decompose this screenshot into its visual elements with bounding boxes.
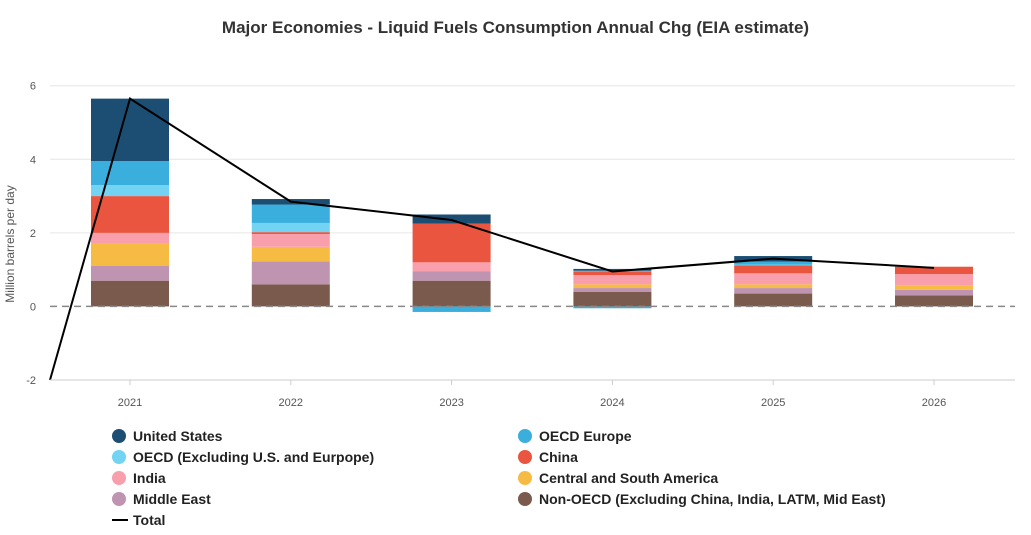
bar-segment — [573, 291, 652, 307]
bar-segment — [734, 265, 813, 274]
bar-segment — [251, 233, 330, 247]
bar-segment — [895, 289, 973, 296]
legend-swatch — [112, 471, 126, 485]
bar-segment — [91, 161, 169, 186]
bar-segment — [251, 246, 330, 262]
legend-label: OECD (Excluding U.S. and Eurpope) — [133, 449, 375, 465]
x-tick-label: 2021 — [118, 397, 142, 409]
legend-item[interactable]: Middle East — [112, 491, 211, 507]
bar-stacks — [91, 98, 973, 312]
bar-segment — [251, 284, 330, 307]
legend-swatch — [112, 450, 126, 464]
bar-segment — [573, 284, 652, 289]
bar-segment — [251, 261, 330, 285]
bar-segment — [895, 285, 973, 290]
bar-segment — [734, 273, 813, 285]
legend-item-total[interactable]: Total — [112, 512, 165, 528]
y-tick-label: 0 — [30, 301, 36, 313]
bar-segment — [91, 196, 169, 233]
bar-segment — [412, 280, 491, 307]
bar-segment — [412, 223, 491, 263]
bar-segment — [91, 265, 169, 281]
bar-segment — [412, 262, 491, 272]
legend-item[interactable]: India — [112, 470, 166, 486]
legend-swatch — [518, 450, 532, 464]
axes: -2 0 2 4 6 2021 2022 2023 2024 2025 2026 — [26, 81, 1015, 409]
bar-segment — [734, 261, 813, 265]
legend-item[interactable]: Non-OECD (Excluding China, India, LATM, … — [518, 491, 886, 507]
legend-label: OECD Europe — [539, 428, 632, 444]
y-tick-label: 2 — [30, 228, 36, 240]
bar-segment — [91, 232, 169, 244]
legend-item[interactable]: Central and South America — [518, 470, 718, 486]
bar-segment — [734, 264, 813, 266]
total-line-layer — [49, 97, 935, 381]
legend-item[interactable]: United States — [112, 428, 222, 444]
bar-segment — [895, 274, 973, 286]
bar-segment — [251, 204, 330, 223]
bar-segment — [734, 284, 813, 289]
legend-swatch — [112, 492, 126, 506]
legend-swatch — [518, 429, 532, 443]
bar-segment — [573, 275, 652, 285]
y-tick-label: -2 — [26, 375, 36, 387]
y-tick-label: 6 — [30, 81, 36, 93]
x-tick-label: 2025 — [761, 397, 785, 409]
legend-item[interactable]: China — [518, 449, 578, 465]
legend-label: Middle East — [133, 491, 211, 507]
legend-swatch — [518, 492, 532, 506]
bar-segment — [895, 295, 973, 307]
bar-segment — [91, 280, 169, 307]
y-axis-label: Million barrels per day — [3, 185, 17, 302]
bar-segment — [734, 293, 813, 307]
x-tick-label: 2022 — [279, 397, 303, 409]
y-tick-label: 4 — [30, 154, 36, 166]
legend-item[interactable]: OECD (Excluding U.S. and Eurpope) — [112, 449, 374, 465]
legend-label: Central and South America — [539, 470, 719, 486]
bar-segment — [734, 288, 813, 294]
legend-label: Non-OECD (Excluding China, India, LATM, … — [539, 491, 886, 507]
bar-segment — [895, 266, 973, 275]
bar-segment — [91, 243, 169, 266]
bar-segment — [573, 268, 652, 271]
gridlines — [50, 85, 1015, 381]
bar-segment — [573, 306, 652, 309]
total-series-line — [49, 97, 935, 381]
x-tick-label: 2024 — [600, 397, 624, 409]
legend-label: Total — [133, 512, 166, 528]
legend-swatch — [112, 429, 126, 443]
legend-line-swatch — [112, 519, 128, 521]
legend-label: United States — [133, 428, 223, 444]
legend-item[interactable]: OECD Europe — [518, 428, 632, 444]
bar-segment — [412, 306, 491, 312]
bar-segment — [573, 271, 652, 276]
legend-label: India — [133, 470, 166, 486]
x-tick-label: 2023 — [439, 397, 463, 409]
bar-segment — [91, 98, 169, 162]
bar-segment — [91, 185, 169, 197]
bar-segment — [573, 288, 652, 292]
bar-segment — [251, 222, 330, 233]
legend-swatch — [518, 471, 532, 485]
bar-segment — [251, 232, 330, 234]
x-tick-label: 2026 — [922, 397, 946, 409]
legend-label: China — [539, 449, 578, 465]
bar-segment — [412, 271, 491, 281]
chart-title: Major Economies - Liquid Fuels Consumpti… — [221, 18, 810, 37]
